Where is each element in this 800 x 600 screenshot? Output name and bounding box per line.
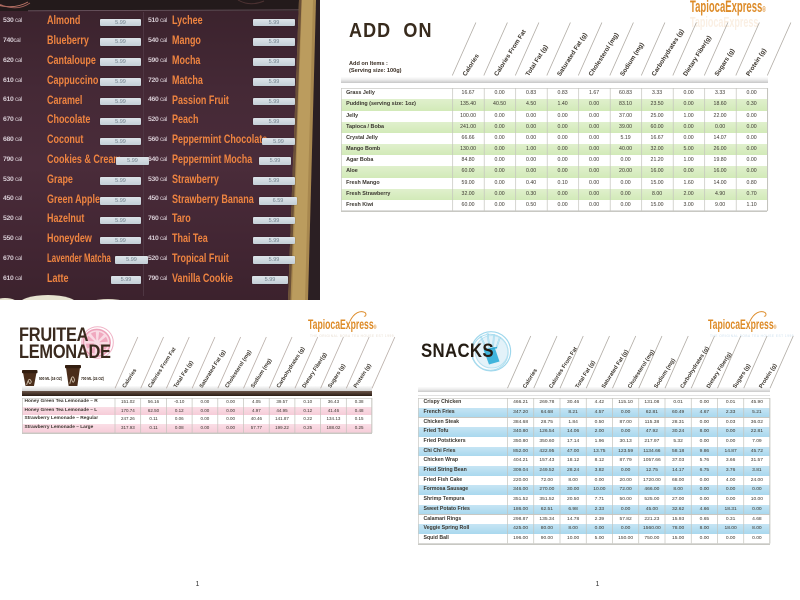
svg-text:Total Fat (g): Total Fat (g)	[575, 360, 597, 390]
svg-text:Carbohydrates (g): Carbohydrates (g)	[680, 346, 711, 390]
svg-text:Sodium (mg): Sodium (mg)	[653, 358, 676, 390]
svg-text:Saturated Fat (g): Saturated Fat (g)	[601, 349, 630, 390]
svg-text:Calories: Calories	[522, 368, 539, 390]
svg-text:Cholesterol (mg): Cholesterol (mg)	[627, 349, 656, 390]
svg-text:Calories From Fat: Calories From Fat	[548, 346, 579, 389]
